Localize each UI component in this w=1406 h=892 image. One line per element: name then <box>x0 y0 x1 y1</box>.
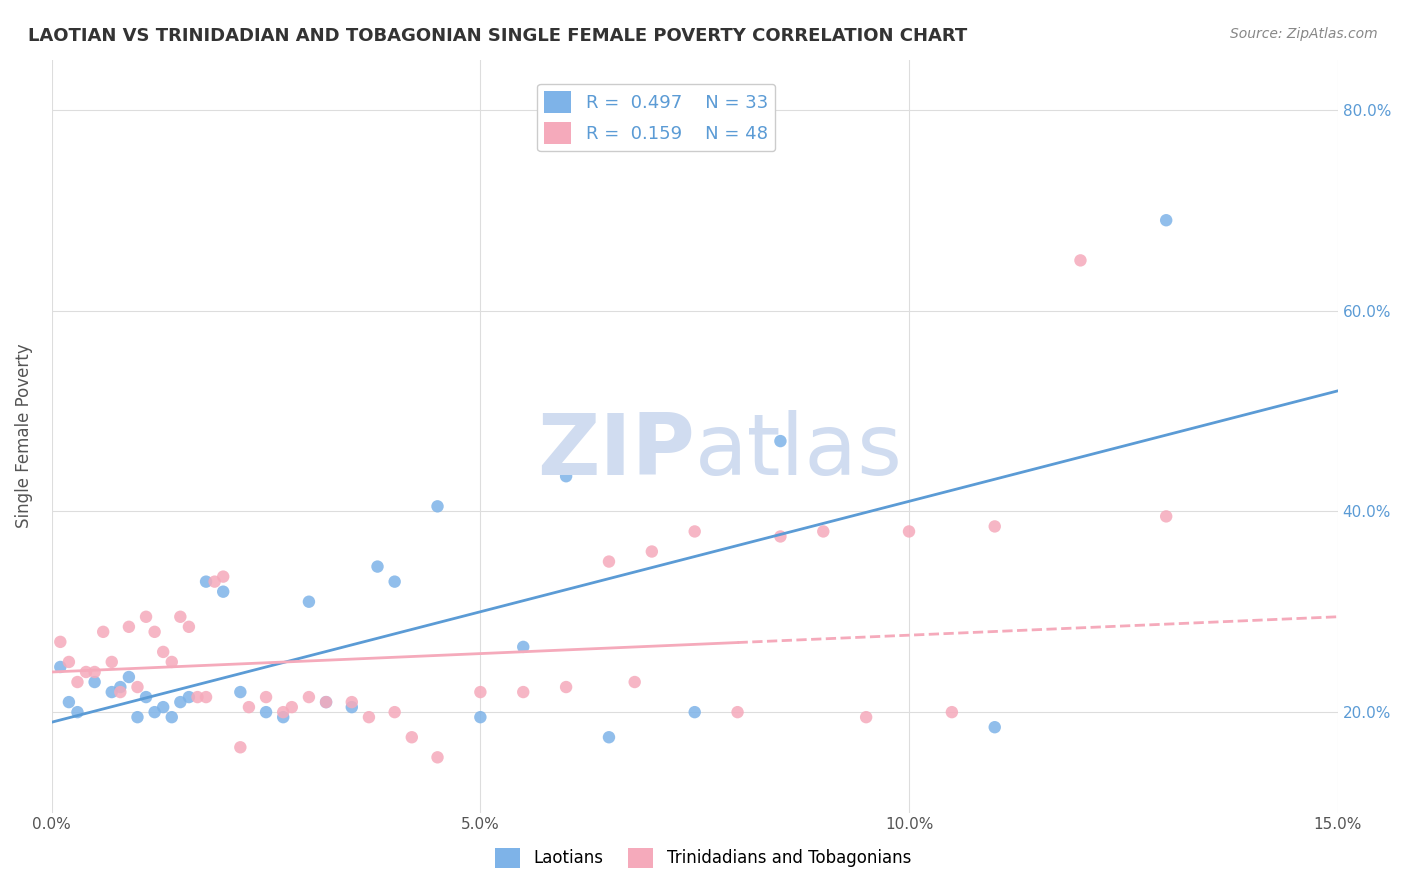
Point <box>855 710 877 724</box>
Point <box>152 645 174 659</box>
Point <box>598 731 620 745</box>
Point <box>813 524 835 539</box>
Point <box>298 690 321 704</box>
Point <box>384 574 406 589</box>
Point <box>769 529 792 543</box>
Point <box>271 710 294 724</box>
Point <box>426 500 449 514</box>
Legend: R =  0.497    N = 33, R =  0.159    N = 48: R = 0.497 N = 33, R = 0.159 N = 48 <box>537 84 775 152</box>
Point <box>212 584 235 599</box>
Text: Source: ZipAtlas.com: Source: ZipAtlas.com <box>1230 27 1378 41</box>
Point <box>340 695 363 709</box>
Point <box>100 685 122 699</box>
Point <box>75 665 97 679</box>
Text: ZIP: ZIP <box>537 409 695 492</box>
Point <box>623 675 645 690</box>
Point <box>941 705 963 719</box>
Point <box>983 720 1005 734</box>
Point <box>83 675 105 690</box>
Point <box>66 675 89 690</box>
Point <box>152 700 174 714</box>
Point <box>470 710 492 724</box>
Point <box>983 519 1005 533</box>
Point <box>315 695 337 709</box>
Point <box>315 695 337 709</box>
Point <box>555 469 578 483</box>
Point <box>195 574 218 589</box>
Point <box>229 685 252 699</box>
Point <box>426 750 449 764</box>
Text: LAOTIAN VS TRINIDADIAN AND TOBAGONIAN SINGLE FEMALE POVERTY CORRELATION CHART: LAOTIAN VS TRINIDADIAN AND TOBAGONIAN SI… <box>28 27 967 45</box>
Point <box>384 705 406 719</box>
Point <box>135 690 157 704</box>
Point <box>49 635 72 649</box>
Point <box>204 574 226 589</box>
Point <box>195 690 218 704</box>
Point <box>1154 213 1177 227</box>
Point <box>281 700 304 714</box>
Point <box>186 690 208 704</box>
Point <box>1154 509 1177 524</box>
Point <box>110 680 132 694</box>
Point <box>169 609 191 624</box>
Point <box>91 624 114 639</box>
Point <box>598 555 620 569</box>
Point <box>127 680 149 694</box>
Point <box>177 620 200 634</box>
Point <box>169 695 191 709</box>
Point <box>143 705 166 719</box>
Point <box>100 655 122 669</box>
Point <box>66 705 89 719</box>
Point <box>555 680 578 694</box>
Point <box>727 705 749 719</box>
Point <box>160 710 183 724</box>
Point <box>160 655 183 669</box>
Point <box>212 569 235 583</box>
Point <box>135 609 157 624</box>
Point <box>357 710 380 724</box>
Point <box>49 660 72 674</box>
Point <box>254 705 277 719</box>
Point <box>118 670 141 684</box>
Point <box>340 700 363 714</box>
Point <box>769 434 792 448</box>
Point <box>58 655 80 669</box>
Point <box>401 731 423 745</box>
Legend: Laotians, Trinidadians and Tobagonians: Laotians, Trinidadians and Tobagonians <box>488 841 918 875</box>
Point <box>83 665 105 679</box>
Point <box>110 685 132 699</box>
Point <box>512 685 534 699</box>
Point <box>641 544 664 558</box>
Point <box>683 524 706 539</box>
Point <box>298 595 321 609</box>
Point <box>366 559 388 574</box>
Point <box>254 690 277 704</box>
Point <box>238 700 260 714</box>
Point <box>118 620 141 634</box>
Point <box>58 695 80 709</box>
Point <box>1069 253 1091 268</box>
Point <box>143 624 166 639</box>
Point <box>470 685 492 699</box>
Point <box>512 640 534 654</box>
Y-axis label: Single Female Poverty: Single Female Poverty <box>15 343 32 528</box>
Text: atlas: atlas <box>695 409 903 492</box>
Point <box>271 705 294 719</box>
Point <box>177 690 200 704</box>
Point <box>683 705 706 719</box>
Point <box>127 710 149 724</box>
Point <box>229 740 252 755</box>
Point <box>898 524 921 539</box>
